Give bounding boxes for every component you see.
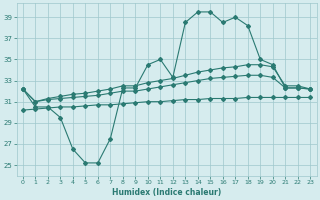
X-axis label: Humidex (Indice chaleur): Humidex (Indice chaleur): [112, 188, 221, 197]
